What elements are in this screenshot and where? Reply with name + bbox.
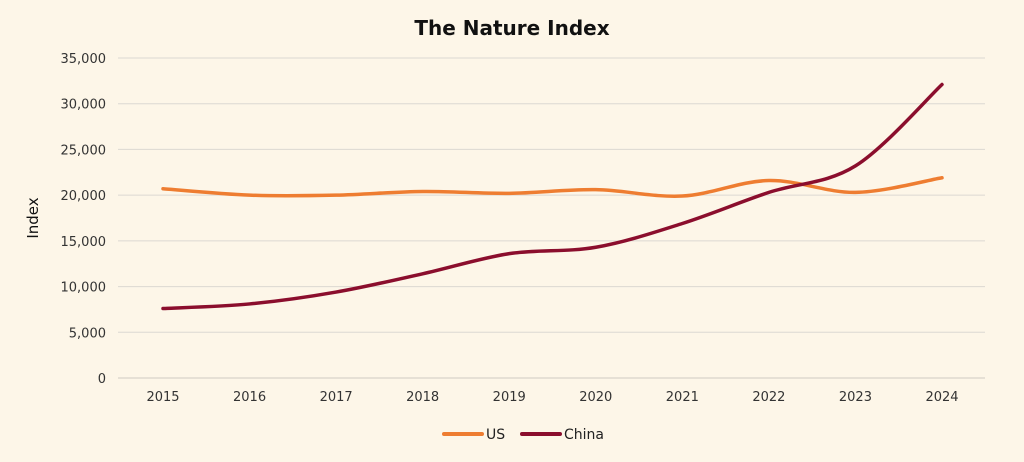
x-tick-label: 2022 xyxy=(752,390,785,405)
y-tick-label: 20,000 xyxy=(61,189,107,204)
series-lines xyxy=(161,82,944,311)
chart-title: The Nature Index xyxy=(414,16,609,40)
x-tick-label: 2015 xyxy=(146,390,179,405)
x-tick-label: 2017 xyxy=(320,390,353,405)
x-tick-label: 2016 xyxy=(233,390,266,405)
legend: US China xyxy=(442,427,604,443)
x-tick-label: 2023 xyxy=(839,390,872,405)
y-tick-label: 15,000 xyxy=(61,235,107,250)
y-axis-ticks: 0 5,000 10,000 15,000 20,000 25,000 30,000 35,0… xyxy=(61,52,107,387)
y-tick-label: 35,000 xyxy=(61,52,107,67)
y-axis-label: Index xyxy=(24,197,42,238)
x-tick-label: 2024 xyxy=(925,390,958,405)
legend-label-us: US xyxy=(486,427,505,443)
legend-label-china: China xyxy=(564,427,604,443)
y-tick-label: 30,000 xyxy=(61,98,107,113)
series-line-us xyxy=(161,176,944,199)
x-tick-label: 2018 xyxy=(406,390,439,405)
y-tick-label: 25,000 xyxy=(61,143,107,158)
y-tick-label: 5,000 xyxy=(69,326,106,341)
x-tick-label: 2021 xyxy=(666,390,699,405)
series-line-china xyxy=(161,82,944,311)
x-tick-label: 2019 xyxy=(493,390,526,405)
y-tick-label: 0 xyxy=(98,372,106,387)
y-tick-label: 10,000 xyxy=(61,281,107,296)
x-tick-label: 2020 xyxy=(579,390,612,405)
grid-lines xyxy=(118,57,985,379)
x-axis-ticks: 2015 2016 2017 2018 2019 2020 2021 2022 2023 2024 xyxy=(146,390,958,405)
